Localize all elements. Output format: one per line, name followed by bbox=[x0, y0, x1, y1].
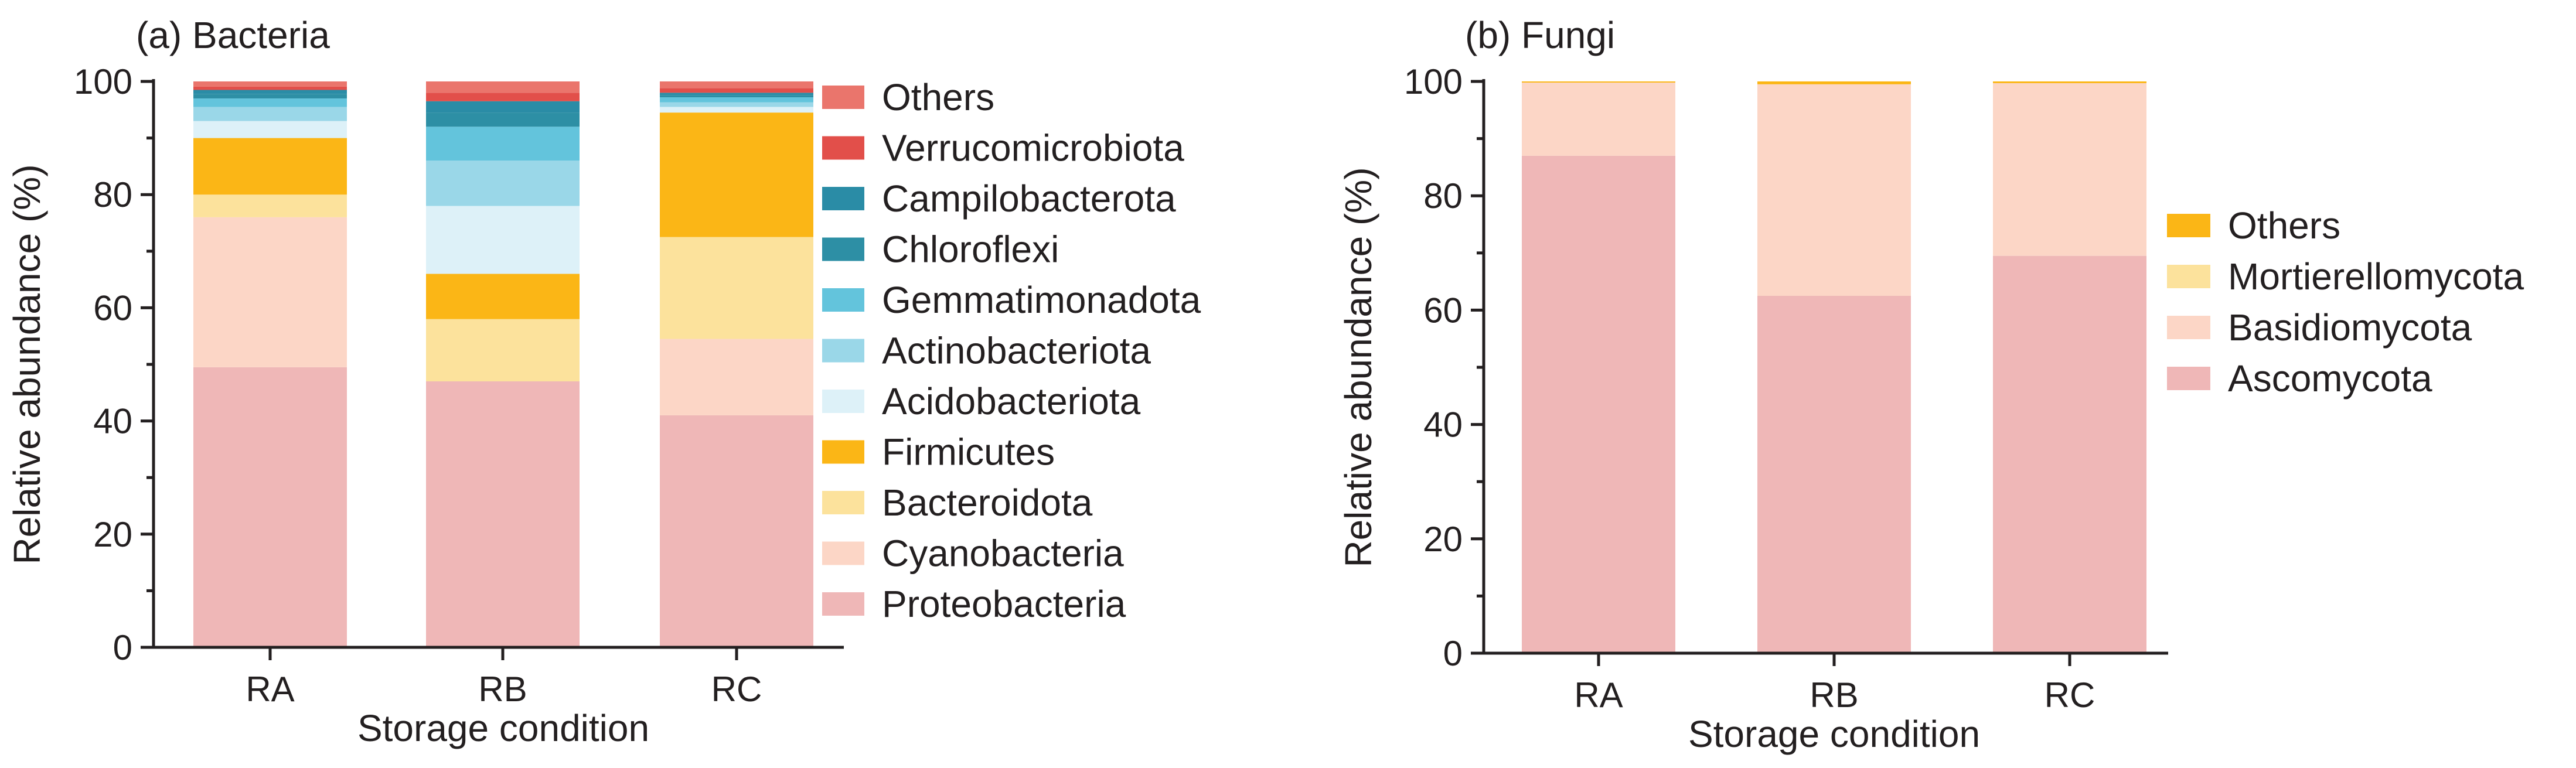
bar-segment-rb-actinobacteriota bbox=[426, 161, 580, 206]
x-tick-label-rb: RB bbox=[478, 670, 527, 709]
bar-segment-rb-verrucomicrobiota bbox=[426, 93, 580, 101]
bar-segment-rb-others bbox=[426, 81, 580, 93]
bar-segment-ra-ascomycota bbox=[1522, 155, 1675, 653]
y-tick-label: 80 bbox=[93, 175, 132, 214]
bar-segment-rc-firmicutes bbox=[660, 112, 813, 237]
bar-segment-rc-others bbox=[660, 81, 813, 88]
y-tick-label: 40 bbox=[1423, 405, 1463, 445]
bar-segment-ra-others bbox=[193, 81, 347, 87]
bar-segment-rc-campilobacterota bbox=[660, 93, 813, 95]
y-tick-label: 60 bbox=[93, 288, 132, 327]
legend-swatch-ascomycota bbox=[2167, 367, 2210, 390]
legend-swatch-firmicutes bbox=[822, 440, 864, 464]
fungi-panel: 0 20 40 60 80 100 RA RB RC Storage condition Relat… bbox=[1337, 14, 2524, 755]
bar-segment-rb-firmicutes bbox=[426, 274, 580, 319]
legend-label-basidiomycota: Basidiomycota bbox=[2228, 306, 2472, 349]
y-axis-title: Relative abundance (%) bbox=[6, 164, 48, 564]
legend-label-others: Others bbox=[882, 76, 994, 118]
legend-swatch-gemmatimonadota bbox=[822, 288, 864, 312]
bar-segment-rc-verrucomicrobiota bbox=[660, 88, 813, 93]
x-tick-label-rb: RB bbox=[1810, 675, 1858, 715]
x-tick-label-ra: RA bbox=[246, 670, 294, 709]
legend-label-bacteroidota: Bacteroidota bbox=[882, 482, 1093, 524]
bar-segment-rc-proteobacteria bbox=[660, 415, 813, 647]
y-axis-title: Relative abundance (%) bbox=[1337, 167, 1379, 567]
bar-segment-ra-campilobacterota bbox=[193, 90, 347, 94]
y-tick-label: 100 bbox=[74, 62, 132, 101]
bar-segment-ra-verrucomicrobiota bbox=[193, 86, 347, 90]
bar-segment-rb-basidiomycota bbox=[1757, 84, 1911, 296]
y-tick-label: 20 bbox=[1423, 520, 1463, 559]
bar-segment-ra-firmicutes bbox=[193, 138, 347, 195]
bar-segment-rc-acidobacteriota bbox=[660, 107, 813, 113]
panel-title: (a) Bacteria bbox=[136, 14, 330, 56]
y-tick-label: 20 bbox=[93, 515, 132, 554]
bar-segment-ra-gemmatimonadota bbox=[193, 98, 347, 107]
legend-label-actinobacteriota: Actinobacteriota bbox=[882, 330, 1151, 372]
panel-title: (b) Fungi bbox=[1465, 14, 1615, 56]
bar-segment-rb-proteobacteria bbox=[426, 381, 580, 647]
x-tick-label-ra: RA bbox=[1574, 675, 1623, 715]
y-tick-label: 40 bbox=[93, 402, 132, 441]
bar-segment-rc-basidiomycota bbox=[1993, 83, 2146, 256]
legend-label-gemmatimonadota: Gemmatimonadota bbox=[882, 279, 1201, 321]
bar-segment-rb-others bbox=[1757, 81, 1911, 84]
legend-label-others: Others bbox=[2228, 204, 2340, 247]
bar-segment-rb-gemmatimonadota bbox=[426, 127, 580, 161]
legend-swatch-proteobacteria bbox=[822, 592, 864, 616]
legend-label-campilobacterota: Campilobacterota bbox=[882, 178, 1176, 220]
bar-segment-rb-campilobacterota bbox=[426, 101, 580, 113]
y-tick-label: 0 bbox=[113, 628, 132, 667]
x-axis-title: Storage condition bbox=[1688, 713, 1980, 755]
bar-segment-rc-gemmatimonadota bbox=[660, 97, 813, 103]
legend-swatch-cyanobacteria bbox=[822, 541, 864, 565]
bar-segment-rb-acidobacteriota bbox=[426, 206, 580, 274]
bar-segment-ra-chloroflexi bbox=[193, 94, 347, 98]
bar-segment-rc-bacteroidota bbox=[660, 237, 813, 339]
bar-segment-ra-cyanobacteria bbox=[193, 217, 347, 367]
legend-swatch-campilobacterota bbox=[822, 187, 864, 210]
legend-label-acidobacteriota: Acidobacteriota bbox=[882, 380, 1141, 422]
bar-segment-rc-others bbox=[1993, 81, 2146, 83]
bar-segment-ra-actinobacteriota bbox=[193, 107, 347, 121]
legend-swatch-chloroflexi bbox=[822, 237, 864, 261]
legend-label-mortierellomycota: Mortierellomycota bbox=[2228, 255, 2524, 298]
bar-segment-rc-cyanobacteria bbox=[660, 339, 813, 415]
legend-swatch-bacteroidota bbox=[822, 491, 864, 514]
legend-swatch-others bbox=[822, 86, 864, 109]
bar-segment-rc-ascomycota bbox=[1993, 255, 2146, 653]
legend-label-ascomycota: Ascomycota bbox=[2228, 357, 2432, 400]
x-axis-title: Storage condition bbox=[357, 707, 649, 749]
legend-swatch-basidiomycota bbox=[2167, 316, 2210, 339]
legend-label-verrucomicrobiota: Verrucomicrobiota bbox=[882, 127, 1184, 169]
legend-swatch-verrucomicrobiota bbox=[822, 136, 864, 160]
bar-segment-ra-acidobacteriota bbox=[193, 121, 347, 138]
bar-segment-rc-actinobacteriota bbox=[660, 102, 813, 107]
bar-segment-ra-others bbox=[1522, 81, 1675, 83]
bar-segment-ra-proteobacteria bbox=[193, 367, 347, 647]
legend-label-cyanobacteria: Cyanobacteria bbox=[882, 533, 1124, 575]
bar-segment-ra-basidiomycota bbox=[1522, 82, 1675, 156]
legend-swatch-actinobacteriota bbox=[822, 339, 864, 363]
bar-segment-rb-ascomycota bbox=[1757, 296, 1911, 653]
y-tick-label: 60 bbox=[1423, 291, 1463, 330]
legend-label-chloroflexi: Chloroflexi bbox=[882, 228, 1059, 271]
bar-segment-rb-chloroflexi bbox=[426, 112, 580, 127]
legend-swatch-others bbox=[2167, 214, 2210, 237]
y-tick-label: 100 bbox=[1404, 62, 1463, 101]
bar-segment-rc-chloroflexi bbox=[660, 95, 813, 98]
x-tick-label-rc: RC bbox=[2045, 675, 2095, 715]
bar-segment-rb-bacteroidota bbox=[426, 319, 580, 381]
y-tick-label: 0 bbox=[1443, 634, 1463, 673]
y-tick-label: 80 bbox=[1423, 176, 1463, 216]
bar-segment-ra-bacteroidota bbox=[193, 194, 347, 217]
bacteria-panel: 0 20 40 60 80 100 RA RB RC Storage condition Relat… bbox=[6, 14, 1201, 749]
x-tick-label-rc: RC bbox=[711, 670, 762, 709]
legend-swatch-mortierellomycota bbox=[2167, 265, 2210, 288]
legend-label-proteobacteria: Proteobacteria bbox=[882, 583, 1126, 625]
legend-swatch-acidobacteriota bbox=[822, 390, 864, 413]
legend-label-firmicutes: Firmicutes bbox=[882, 431, 1055, 473]
